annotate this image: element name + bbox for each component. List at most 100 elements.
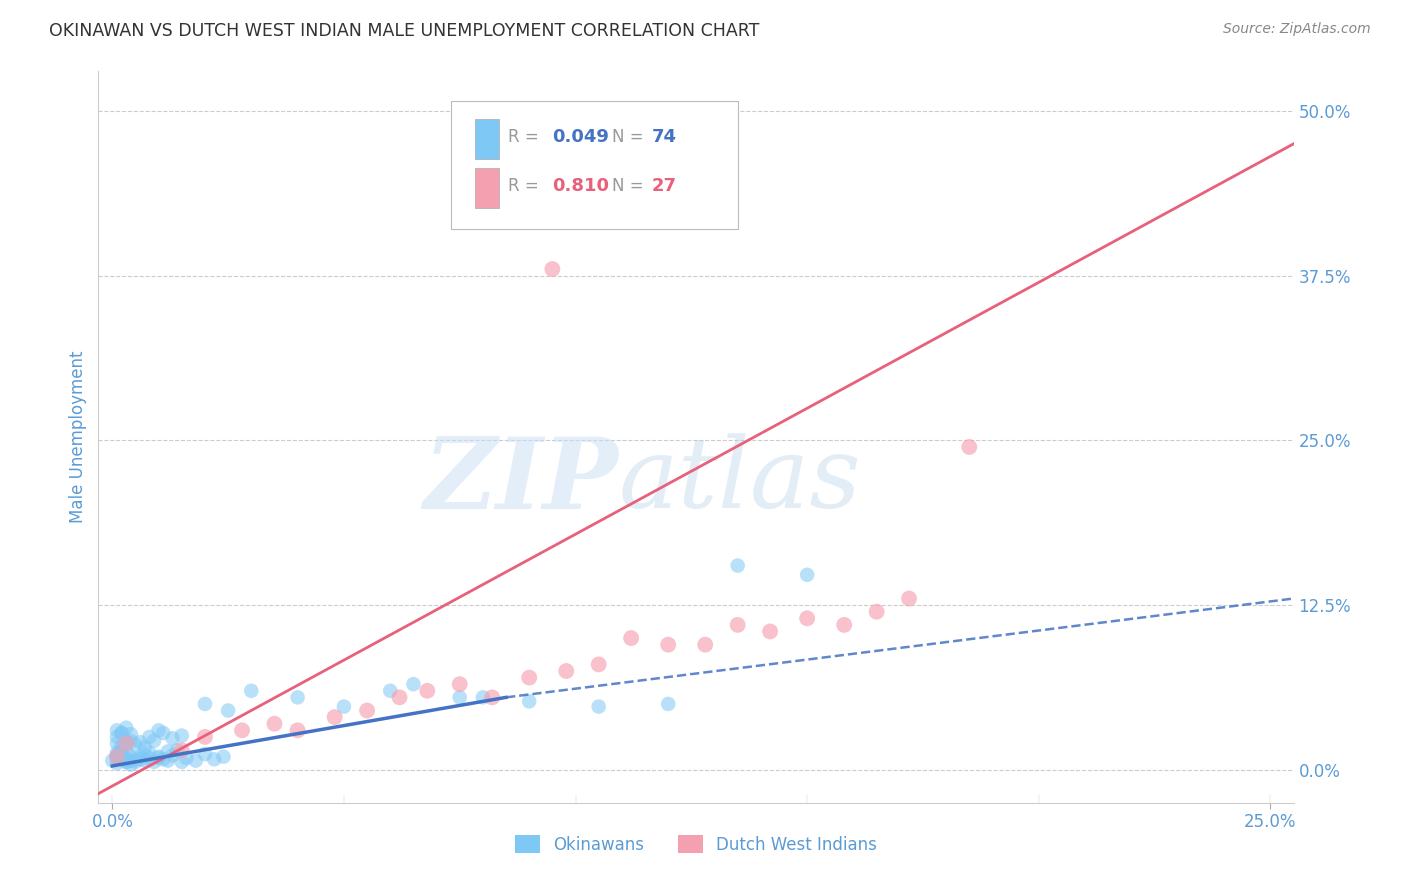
Text: Source: ZipAtlas.com: Source: ZipAtlas.com xyxy=(1223,22,1371,37)
Point xyxy=(162,748,184,763)
Point xyxy=(105,748,128,763)
Point xyxy=(148,749,170,764)
FancyBboxPatch shape xyxy=(451,101,738,228)
Point xyxy=(176,751,198,765)
Point xyxy=(162,731,184,746)
Point xyxy=(134,740,156,755)
Point xyxy=(449,690,471,705)
Point xyxy=(170,743,193,757)
Point xyxy=(957,440,980,454)
Point xyxy=(194,697,217,711)
Point xyxy=(416,683,439,698)
Point xyxy=(105,749,128,764)
Point xyxy=(115,755,138,769)
Point xyxy=(148,751,170,765)
Point xyxy=(759,624,782,639)
Point xyxy=(212,749,235,764)
Point xyxy=(194,730,217,744)
Point xyxy=(194,747,217,761)
Point xyxy=(388,690,411,705)
Point xyxy=(657,638,679,652)
Point xyxy=(166,743,188,757)
Point xyxy=(287,723,309,738)
Point xyxy=(134,748,156,763)
Point xyxy=(110,747,132,761)
Text: 0.049: 0.049 xyxy=(553,128,609,146)
Legend: Okinawans, Dutch West Indians: Okinawans, Dutch West Indians xyxy=(509,829,883,860)
Point xyxy=(105,756,128,771)
Point xyxy=(143,734,166,748)
Point xyxy=(124,752,146,766)
Point xyxy=(832,618,855,632)
Text: N =: N = xyxy=(613,128,644,146)
Point xyxy=(152,752,174,766)
Point xyxy=(170,729,193,743)
Text: R =: R = xyxy=(509,128,538,146)
Point xyxy=(156,754,179,768)
Text: 74: 74 xyxy=(652,128,676,146)
Point xyxy=(105,746,128,760)
Point xyxy=(517,694,540,708)
Point xyxy=(865,605,887,619)
Point xyxy=(170,755,193,769)
Point xyxy=(695,638,717,652)
Point xyxy=(148,723,170,738)
Point xyxy=(287,690,309,705)
Point xyxy=(110,752,132,766)
Point xyxy=(217,704,239,718)
Bar xyxy=(475,119,499,159)
Point xyxy=(110,726,132,740)
Point xyxy=(115,737,138,751)
Point xyxy=(134,754,156,768)
Point xyxy=(156,744,179,758)
Point xyxy=(105,749,128,764)
Point xyxy=(115,743,138,757)
Point xyxy=(105,730,128,744)
Point xyxy=(115,721,138,735)
Point xyxy=(323,710,346,724)
Text: 27: 27 xyxy=(652,178,676,195)
Text: atlas: atlas xyxy=(619,434,860,529)
Text: OKINAWAN VS DUTCH WEST INDIAN MALE UNEMPLOYMENT CORRELATION CHART: OKINAWAN VS DUTCH WEST INDIAN MALE UNEMP… xyxy=(49,22,759,40)
Point xyxy=(202,752,225,766)
Point xyxy=(402,677,425,691)
Point xyxy=(796,567,818,582)
Point xyxy=(105,737,128,751)
Point xyxy=(555,664,578,678)
Point xyxy=(727,558,749,573)
Point xyxy=(120,757,142,772)
Text: N =: N = xyxy=(613,178,644,195)
Point xyxy=(120,727,142,741)
Point xyxy=(110,743,132,757)
Text: R =: R = xyxy=(509,178,538,195)
Text: ZIP: ZIP xyxy=(423,433,619,529)
Point xyxy=(115,737,138,751)
Point xyxy=(263,716,285,731)
Point xyxy=(129,752,152,766)
Point xyxy=(481,690,503,705)
Point xyxy=(541,262,564,277)
Point xyxy=(727,618,749,632)
Point xyxy=(657,697,679,711)
Point xyxy=(110,749,132,764)
Point xyxy=(138,746,160,760)
Point xyxy=(138,751,160,765)
Point xyxy=(356,704,378,718)
Point xyxy=(105,723,128,738)
Point xyxy=(138,730,160,744)
Point xyxy=(110,726,132,740)
Y-axis label: Male Unemployment: Male Unemployment xyxy=(69,351,87,524)
Point xyxy=(120,734,142,748)
Point xyxy=(517,671,540,685)
Point xyxy=(124,755,146,769)
Point xyxy=(152,726,174,740)
Point xyxy=(333,699,356,714)
Point xyxy=(184,754,207,768)
Point xyxy=(231,723,253,738)
Point xyxy=(449,677,471,691)
Point xyxy=(101,754,124,768)
Point xyxy=(124,738,146,752)
Bar xyxy=(475,168,499,208)
Point xyxy=(588,657,610,672)
Point xyxy=(110,747,132,761)
